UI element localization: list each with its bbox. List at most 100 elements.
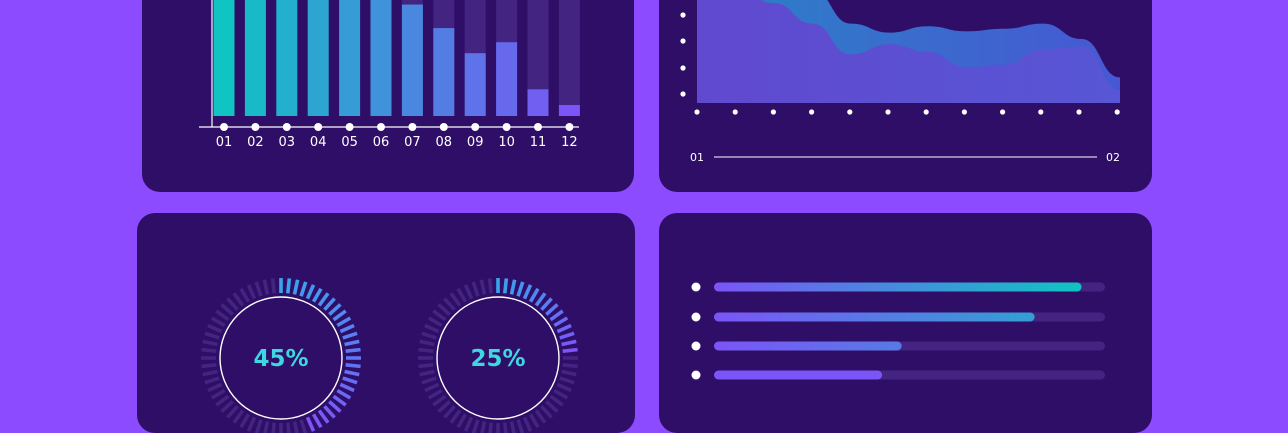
gauge-tick (456, 413, 468, 429)
x-tick-dot (345, 123, 354, 131)
bar (433, 28, 455, 117)
x-tick-dot (1038, 109, 1044, 115)
gauge-tick (503, 422, 508, 433)
gauge-tick (488, 422, 493, 433)
gauge-tick (534, 292, 547, 307)
gauge-tick (344, 339, 360, 347)
gauge-tick (305, 284, 316, 300)
list-bullet (691, 282, 701, 292)
gauge-tick (299, 419, 308, 433)
gauge-tick (254, 419, 263, 433)
gauge-tick (263, 421, 270, 433)
gauge-tick (207, 382, 223, 393)
gauge-tick (246, 416, 257, 432)
gauge-tick (239, 413, 251, 429)
gauge-tick (463, 416, 474, 432)
gauge-tick (336, 388, 352, 400)
x-tick-label: 03 (279, 135, 296, 150)
gauge-tick (553, 388, 569, 400)
gauge-tick (317, 292, 330, 307)
gauge-tick (345, 363, 361, 369)
gauge-tick (549, 309, 564, 322)
bar-track (558, 0, 580, 116)
area-chart: 01 02 (680, 0, 1120, 164)
bar (527, 89, 549, 116)
bar (464, 53, 486, 116)
gauge-tick (328, 303, 342, 316)
percentage-gauges: 45% 25% (201, 278, 578, 433)
gauge-tick (419, 369, 435, 377)
gauge-tick (516, 281, 525, 297)
gauge-tick (201, 363, 217, 369)
gauge-tick (311, 413, 323, 429)
gauge-percent-label: 25% (470, 346, 525, 372)
gauge-tick (332, 309, 347, 322)
gauge-tick (561, 339, 577, 347)
gauge-tick (418, 363, 434, 369)
x-tick-dot (377, 123, 385, 131)
progress-fill (714, 341, 902, 351)
gauge-tick (317, 409, 330, 424)
gauge-tick (207, 323, 223, 334)
bar (401, 4, 423, 116)
gauge-tick (545, 303, 559, 316)
progress-fill (714, 312, 1035, 322)
gauge-tick (534, 409, 547, 424)
list-bullet (691, 312, 701, 322)
gauge-tick (561, 369, 577, 377)
gauge-tick (271, 422, 276, 433)
gauge-tick (345, 347, 361, 353)
gauge-tick (232, 292, 245, 307)
gauge-tick (419, 339, 435, 347)
x-tick-dot (1114, 109, 1120, 115)
progress-card (659, 213, 1152, 433)
gauge-tick (540, 405, 553, 419)
gauge: 25% (418, 278, 578, 433)
x-tick-label: 06 (373, 135, 390, 150)
gauge-tick (246, 284, 257, 300)
gauge-tick (427, 316, 443, 328)
progress-fill (714, 370, 883, 380)
x-tick-dot (847, 109, 853, 115)
gauge-tick (549, 394, 564, 407)
gauge-tick (226, 405, 239, 419)
bar (370, 0, 392, 117)
x-tick-dot (314, 123, 323, 131)
gauge-tick (328, 400, 342, 413)
list-bullet (691, 341, 701, 351)
gauge-tick (204, 376, 220, 385)
x-tick-label: 02 (247, 135, 264, 150)
gauge-tick (342, 331, 358, 340)
gauge-tick (323, 297, 336, 311)
gauge-tick (339, 382, 355, 393)
gauge-tick (215, 309, 230, 322)
x-tick-dot (534, 123, 542, 131)
x-tick-label: 09 (467, 135, 484, 150)
gauge-tick (479, 279, 487, 295)
gauge-tick (556, 323, 572, 334)
gauge-tick (516, 419, 525, 433)
y-tick-dot (680, 12, 686, 18)
gauge-tick (427, 388, 443, 400)
gauge-tick (311, 287, 323, 303)
gauge-tick (553, 316, 569, 328)
bar (339, 0, 361, 117)
bar (558, 105, 580, 116)
gauge-tick (437, 303, 451, 316)
bar-chart-card: 01 02 03 04 05 06 07 08 09 10 11 12 (142, 0, 634, 192)
bar (307, 0, 329, 116)
list-bullet (691, 370, 701, 380)
gauge-tick (202, 369, 218, 377)
gauge-tick (292, 421, 299, 433)
area-series (697, 0, 1120, 103)
gauge-tick (540, 297, 553, 311)
area-chart-card: 01 02 (659, 0, 1152, 192)
gauge-tick (432, 309, 447, 322)
x-tick-dot (809, 109, 815, 115)
gauge-tick (418, 347, 434, 353)
x-tick-label: 04 (310, 135, 327, 150)
gauge-tick (299, 281, 308, 297)
gauge-tick (562, 347, 578, 353)
gauge: 45% (201, 278, 361, 433)
gauge-tick (210, 316, 226, 328)
